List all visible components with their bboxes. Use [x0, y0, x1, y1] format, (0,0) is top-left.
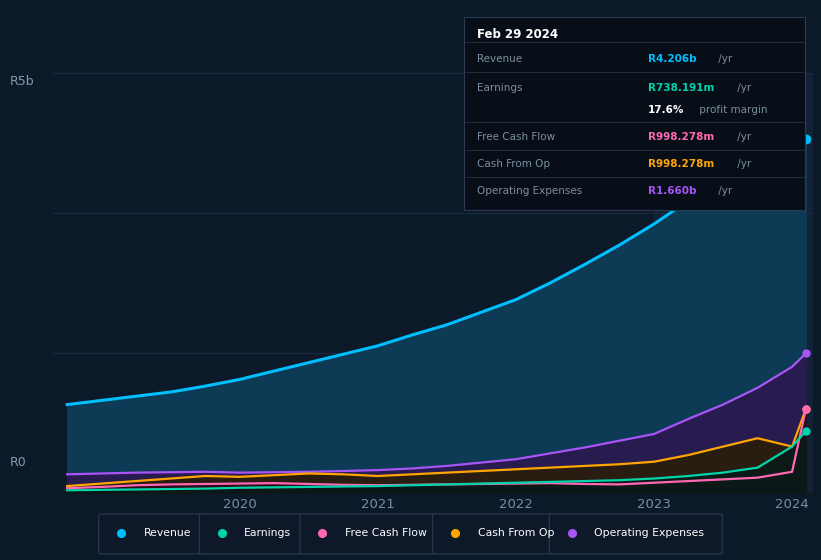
FancyBboxPatch shape [200, 514, 308, 554]
FancyBboxPatch shape [99, 514, 208, 554]
Text: Free Cash Flow: Free Cash Flow [478, 132, 556, 142]
Text: Earnings: Earnings [478, 83, 523, 94]
Text: Operating Expenses: Operating Expenses [478, 186, 583, 195]
Text: Feb 29 2024: Feb 29 2024 [478, 29, 558, 41]
Text: R738.191m: R738.191m [648, 83, 714, 94]
Text: R998.278m: R998.278m [648, 132, 714, 142]
FancyBboxPatch shape [300, 514, 441, 554]
Text: Free Cash Flow: Free Cash Flow [345, 529, 427, 538]
Text: Revenue: Revenue [144, 529, 191, 538]
Text: 17.6%: 17.6% [648, 105, 684, 115]
Text: R1.660b: R1.660b [648, 186, 696, 195]
Text: R998.278m: R998.278m [648, 158, 714, 169]
Text: Revenue: Revenue [478, 54, 523, 64]
Text: Cash From Op: Cash From Op [478, 158, 551, 169]
Text: /yr: /yr [734, 132, 751, 142]
Text: /yr: /yr [734, 83, 751, 94]
Text: /yr: /yr [714, 54, 732, 64]
Text: /yr: /yr [734, 158, 751, 169]
Text: Cash From Op: Cash From Op [478, 529, 554, 538]
Bar [654, 73, 813, 493]
Text: R4.206b: R4.206b [648, 54, 696, 64]
Text: R0: R0 [10, 455, 26, 469]
Text: profit margin: profit margin [695, 105, 767, 115]
Text: /yr: /yr [714, 186, 732, 195]
Text: R5b: R5b [10, 74, 34, 88]
Text: Earnings: Earnings [245, 529, 291, 538]
FancyBboxPatch shape [433, 514, 557, 554]
Text: Operating Expenses: Operating Expenses [594, 529, 704, 538]
FancyBboxPatch shape [549, 514, 722, 554]
